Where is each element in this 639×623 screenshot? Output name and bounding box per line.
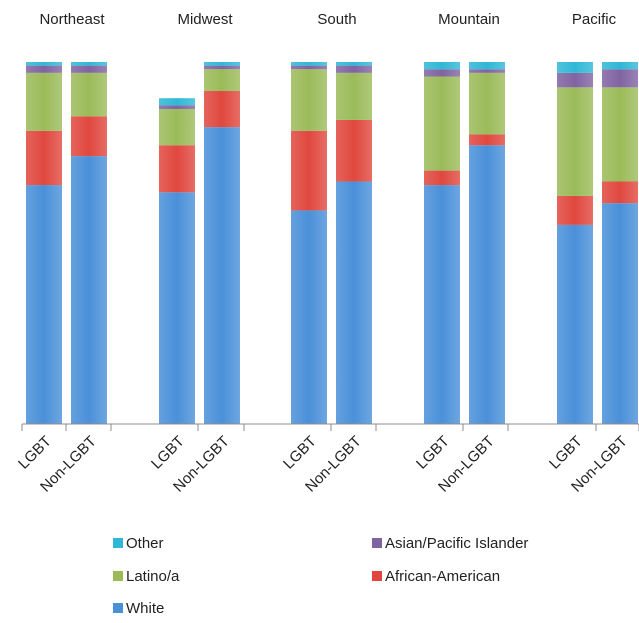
segment-white bbox=[602, 203, 638, 424]
segment-other bbox=[469, 62, 505, 70]
segment-asian-pacific-islander bbox=[557, 72, 593, 88]
legend-swatch bbox=[372, 538, 382, 548]
legend-item-african-american: African-American bbox=[372, 568, 500, 585]
segment-african-american bbox=[71, 116, 107, 157]
legend-item-asian-pacific-islander: Asian/Pacific Islander bbox=[372, 535, 528, 552]
segment-asian-pacific-islander bbox=[26, 65, 62, 73]
bar-northeast-non-lgbt bbox=[71, 62, 107, 424]
legend-label: African-American bbox=[385, 568, 500, 585]
region-label-midwest: Midwest bbox=[177, 11, 233, 28]
x-tick-label: LGBT bbox=[15, 433, 55, 473]
legend: Other Asian/Pacific Islander Latino/a Afric… bbox=[113, 535, 528, 617]
segment-other bbox=[71, 62, 107, 66]
x-axis bbox=[21, 423, 639, 431]
x-tick-label: LGBT bbox=[546, 433, 586, 473]
segment-latino-a bbox=[602, 87, 638, 182]
segment-other bbox=[602, 62, 638, 70]
segment-asian-pacific-islander bbox=[336, 65, 372, 73]
bar-south-non-lgbt bbox=[336, 62, 372, 424]
segment-latino-a bbox=[469, 72, 505, 135]
bar-midwest-non-lgbt bbox=[204, 62, 240, 424]
legend-label: White bbox=[126, 600, 164, 617]
legend-swatch bbox=[113, 603, 123, 613]
legend-label: Asian/Pacific Islander bbox=[385, 535, 528, 552]
segment-other bbox=[291, 62, 327, 66]
bar-northeast-lgbt bbox=[26, 62, 62, 424]
segment-white bbox=[71, 156, 107, 424]
legend-label: Latino/a bbox=[126, 568, 180, 585]
bar-south-lgbt bbox=[291, 62, 327, 424]
segment-white bbox=[204, 127, 240, 424]
segment-other bbox=[336, 62, 372, 66]
segment-african-american bbox=[557, 195, 593, 225]
segment-white bbox=[336, 181, 372, 424]
bar-pacific-non-lgbt bbox=[602, 62, 638, 424]
region-label-pacific: Pacific bbox=[572, 11, 617, 28]
segment-asian-pacific-islander bbox=[204, 65, 240, 70]
segment-asian-pacific-islander bbox=[424, 69, 460, 77]
segment-white bbox=[291, 210, 327, 424]
segment-african-american bbox=[336, 119, 372, 182]
segment-latino-a bbox=[557, 87, 593, 196]
region-label-mountain: Mountain bbox=[438, 11, 500, 28]
segment-latino-a bbox=[204, 69, 240, 91]
segment-other bbox=[159, 98, 195, 106]
segment-african-american bbox=[26, 130, 62, 186]
segment-white bbox=[159, 192, 195, 424]
bar-mountain-non-lgbt bbox=[469, 62, 505, 424]
segment-latino-a bbox=[159, 109, 195, 146]
segment-asian-pacific-islander bbox=[291, 65, 327, 70]
segment-latino-a bbox=[336, 72, 372, 120]
segment-african-american bbox=[469, 134, 505, 146]
bar-midwest-lgbt bbox=[159, 98, 195, 424]
segment-latino-a bbox=[71, 72, 107, 117]
segment-white bbox=[557, 224, 593, 424]
segment-african-american bbox=[424, 170, 460, 186]
region-labels: Northeast Midwest South Mountain Pacific bbox=[39, 11, 616, 28]
segment-other bbox=[204, 62, 240, 66]
segment-african-american bbox=[291, 130, 327, 211]
segment-white bbox=[469, 145, 505, 424]
segment-latino-a bbox=[26, 72, 62, 131]
segment-latino-a bbox=[291, 69, 327, 131]
region-label-south: South bbox=[317, 11, 356, 28]
legend-item-other: Other bbox=[113, 535, 164, 552]
legend-swatch bbox=[113, 571, 123, 581]
bar-mountain-lgbt bbox=[424, 62, 460, 424]
region-label-northeast: Northeast bbox=[39, 11, 105, 28]
segment-african-american bbox=[159, 145, 195, 193]
segment-asian-pacific-islander bbox=[159, 105, 195, 110]
legend-swatch bbox=[372, 571, 382, 581]
segment-african-american bbox=[204, 90, 240, 128]
legend-label: Other bbox=[126, 535, 164, 552]
legend-item-white: White bbox=[113, 600, 164, 617]
segment-other bbox=[424, 62, 460, 70]
segment-white bbox=[26, 185, 62, 424]
x-tick-label: LGBT bbox=[280, 433, 320, 473]
x-tick-label: LGBT bbox=[413, 433, 453, 473]
segment-latino-a bbox=[424, 76, 460, 171]
x-tick-label: LGBT bbox=[148, 433, 188, 473]
segment-asian-pacific-islander bbox=[602, 69, 638, 88]
legend-item-latino-a: Latino/a bbox=[113, 568, 180, 585]
segment-other bbox=[26, 62, 62, 66]
segment-asian-pacific-islander bbox=[71, 65, 107, 73]
segment-white bbox=[424, 185, 460, 424]
segment-asian-pacific-islander bbox=[469, 69, 505, 73]
segment-other bbox=[557, 62, 593, 73]
bar-pacific-lgbt bbox=[557, 62, 593, 424]
legend-swatch bbox=[113, 538, 123, 548]
segment-african-american bbox=[602, 181, 638, 204]
bars bbox=[26, 62, 638, 424]
